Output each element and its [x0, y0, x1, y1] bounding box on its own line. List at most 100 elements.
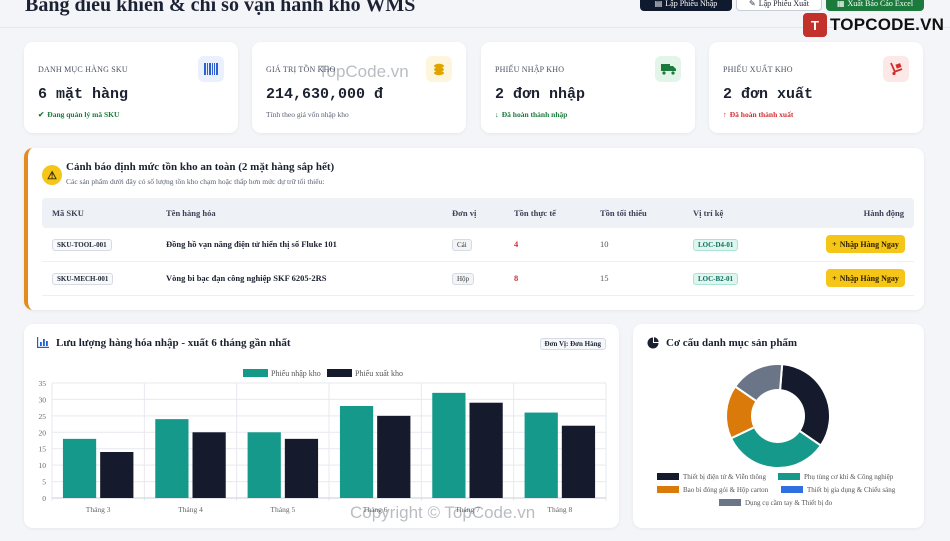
table-row: SKU-MECH-001 Vòng bi bạc đạn công nghiệp…: [42, 262, 914, 296]
sku-badge: SKU-MECH-001: [52, 273, 114, 285]
kpi-label: Danh mục hàng SKU: [38, 65, 128, 74]
plus-icon: +: [832, 273, 837, 283]
product-name: Đồng hồ vạn năng điện tử hiển thị số Flu…: [166, 239, 337, 249]
donut-slice: [733, 363, 784, 403]
kpi-label: Giá trị tồn kho: [266, 65, 336, 74]
legend-label: Dụng cụ cầm tay & Thiết bị đo: [745, 499, 833, 507]
create-export-button[interactable]: ✎ Lập Phiếu Xuất: [736, 0, 822, 11]
file-icon: ▤: [654, 0, 663, 8]
dolly-icon: [883, 56, 909, 82]
edit-icon: ✎: [749, 0, 756, 8]
column-header: Hành động: [863, 208, 904, 218]
x-tick-label: Tháng 6: [363, 505, 388, 514]
x-tick-label: Tháng 5: [270, 505, 295, 514]
kpi-value: 2 đơn nhập: [495, 86, 586, 103]
y-tick-label: 30: [39, 395, 47, 404]
bar: [247, 432, 281, 498]
kpi-card-inventory-value: Giá trị tồn kho 214,630,000 đ Tính theo …: [252, 42, 466, 133]
kpi-card-sku: Danh mục hàng SKU 6 mặt hàng ✔ Đang quản …: [24, 42, 238, 133]
kpi-label: Phiếu xuất kho: [723, 65, 793, 74]
legend-label: Phiếu xuất kho: [355, 369, 403, 378]
donut-slice: [779, 363, 831, 447]
chart-title: Lưu lượng hàng hóa nhập - xuất 6 tháng g…: [56, 337, 291, 349]
flow-chart-card: Lưu lượng hàng hóa nhập - xuất 6 tháng g…: [24, 324, 619, 528]
low-stock-alert: ⚠ Cảnh báo định mức tồn kho an toàn (2 m…: [24, 148, 924, 310]
plus-icon: +: [832, 239, 837, 249]
alert-title: Cảnh báo định mức tồn kho an toàn (2 mặt…: [66, 161, 335, 173]
legend-label: Thiết bị điện tử & Viễn thông: [683, 473, 766, 481]
legend-swatch: [778, 473, 800, 480]
column-header: Mã SKU: [52, 208, 84, 218]
location-badge: LOC-D4-01: [693, 239, 739, 251]
column-header: Vị trí kệ: [693, 208, 724, 218]
bar: [339, 406, 374, 498]
sku-badge: SKU-TOOL-001: [52, 239, 112, 251]
product-name: Vòng bi bạc đạn công nghiệp SKF 6205-2RS: [166, 273, 327, 283]
bar: [524, 412, 558, 498]
brand-mark-icon: T: [803, 13, 827, 37]
legend-label: Phiếu nhập kho: [271, 369, 321, 378]
legend-swatch: [781, 486, 803, 493]
kpi-label: Phiếu nhập kho: [495, 65, 565, 74]
kpi-subtext: ↑ Đã hoàn thành xuất: [723, 110, 794, 119]
bar: [377, 415, 411, 498]
kpi-subtext: ↓ Đã hoàn thành nhập: [495, 110, 568, 119]
location-badge: LOC-B2-01: [693, 273, 738, 285]
restock-now-button[interactable]: + Nhập Hàng Ngay: [826, 269, 905, 287]
column-header: Tên hàng hóa: [166, 208, 216, 218]
bar: [100, 452, 134, 498]
column-header: Tồn thực tế: [514, 208, 556, 218]
bar: [155, 419, 189, 498]
create-import-button[interactable]: ▤ Lập Phiếu Nhập: [640, 0, 732, 11]
y-tick-label: 0: [42, 494, 46, 503]
table-header: Mã SKU Tên hàng hóa Đơn vị Tồn thực tế T…: [42, 198, 914, 228]
bar: [469, 402, 503, 498]
kpi-subtext: Tính theo giá vốn nhập kho: [266, 110, 349, 119]
excel-icon: ▦: [836, 0, 845, 8]
table-row: SKU-TOOL-001 Đồng hồ vạn năng điện tử hi…: [42, 228, 914, 262]
column-header: Đơn vị: [452, 208, 477, 218]
legend-label: Phụ tùng cơ khí & Công nghiệp: [804, 473, 894, 481]
y-tick-label: 10: [39, 461, 47, 470]
y-tick-label: 15: [39, 445, 47, 454]
kpi-card-export: Phiếu xuất kho 2 đơn xuất ↑ Đã hoàn thành…: [709, 42, 923, 133]
y-tick-label: 5: [42, 478, 46, 487]
actual-stock: 4: [514, 239, 519, 249]
legend-label: Bao bì đóng gói & Hộp carton: [683, 486, 769, 494]
brand-logo: T TOPCODE.VN: [803, 13, 944, 37]
export-excel-button[interactable]: ▦ Xuất Báo Cáo Excel: [826, 0, 924, 11]
donut-chart: Thiết bị điện tử & Viễn thông Phụ tùng cơ…: [657, 363, 896, 507]
coins-icon: [426, 56, 452, 82]
restock-now-button[interactable]: + Nhập Hàng Ngay: [826, 235, 905, 253]
legend-label: Thiết bị gia dụng & Chiếu sáng: [807, 486, 896, 494]
legend-swatch: [327, 369, 352, 377]
actual-stock: 8: [514, 273, 519, 283]
y-tick-label: 20: [39, 428, 47, 437]
bar: [62, 438, 97, 498]
unit-badge: Cái: [452, 239, 472, 251]
y-tick-label: 35: [39, 379, 47, 388]
chart-title: Cơ cấu danh mục sản phẩm: [666, 337, 798, 349]
bar: [284, 438, 319, 498]
kpi-value: 6 mặt hàng: [38, 86, 129, 103]
header-bar: Bảng điều khiển & chỉ số vận hành kho WM…: [0, 0, 950, 28]
warning-icon: ⚠: [42, 165, 62, 185]
bar: [432, 392, 466, 498]
donut-slice: [729, 425, 823, 469]
truck-icon: [655, 56, 681, 82]
legend-swatch: [243, 369, 268, 377]
kpi-value: 214,630,000 đ: [266, 86, 384, 103]
x-tick-label: Tháng 7: [455, 505, 480, 514]
category-chart-card: Cơ cấu danh mục sản phẩm Thiết bị điện t…: [633, 324, 924, 528]
brand-name: TOPCODE.VN: [830, 15, 945, 34]
kpi-value: 2 đơn xuất: [723, 86, 814, 103]
unit-badge: Hộp: [452, 273, 475, 285]
bar: [561, 425, 596, 498]
legend-swatch: [657, 473, 679, 480]
unit-badge: Đơn Vị: Đơn Hàng: [539, 338, 606, 350]
legend-swatch: [657, 486, 679, 493]
kpi-subtext: ✔ Đang quản lý mã SKU: [38, 110, 120, 119]
check-circle-icon: ✔: [38, 110, 45, 119]
pie-chart-icon: [647, 337, 659, 352]
bar-chart: Phiếu nhập kho Phiếu xuất kho 0 5 10 15 20 25 30…: [39, 369, 607, 514]
